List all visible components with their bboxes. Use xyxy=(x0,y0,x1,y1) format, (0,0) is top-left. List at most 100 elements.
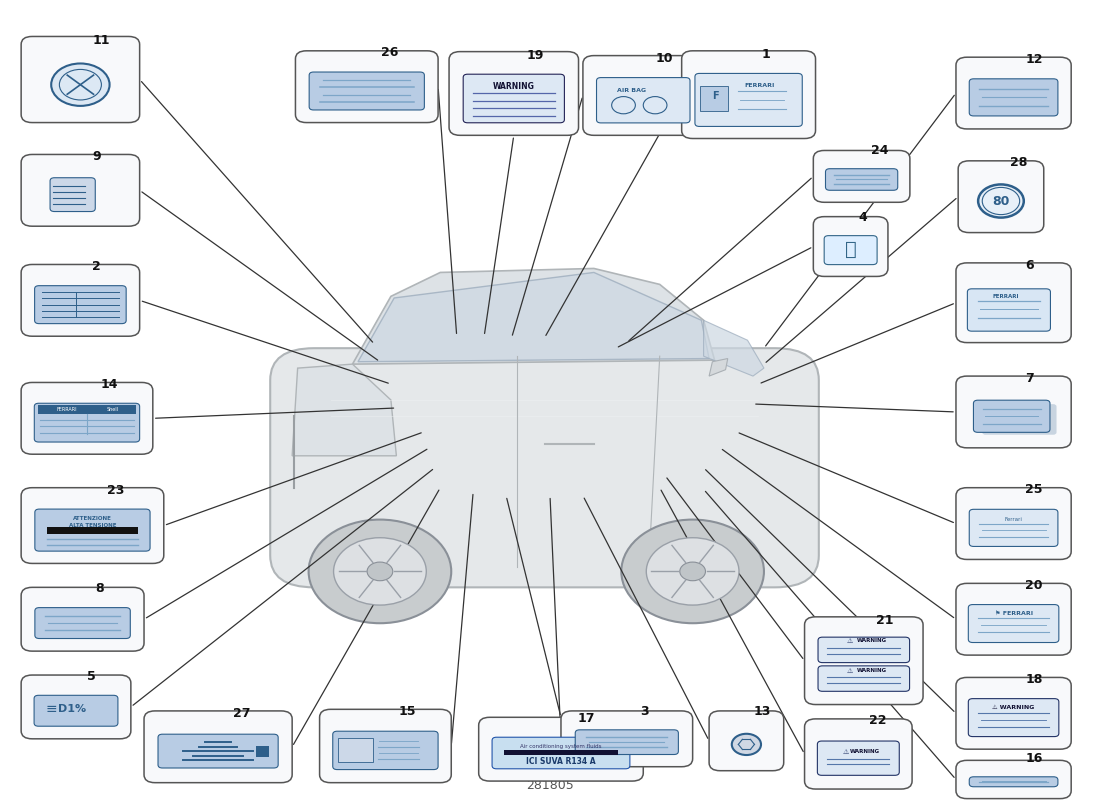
Text: Shell: Shell xyxy=(107,407,119,412)
Circle shape xyxy=(978,185,1024,218)
Text: 22: 22 xyxy=(869,714,887,727)
FancyBboxPatch shape xyxy=(956,760,1071,798)
FancyBboxPatch shape xyxy=(21,37,140,122)
Text: 3: 3 xyxy=(640,705,649,718)
Text: D1%: D1% xyxy=(57,704,86,714)
FancyBboxPatch shape xyxy=(449,52,579,135)
Text: 25: 25 xyxy=(1025,483,1043,496)
FancyBboxPatch shape xyxy=(338,738,373,762)
FancyBboxPatch shape xyxy=(34,286,126,324)
Text: ⚠ WARNING: ⚠ WARNING xyxy=(992,705,1035,710)
FancyBboxPatch shape xyxy=(256,746,268,758)
FancyBboxPatch shape xyxy=(34,695,118,726)
Circle shape xyxy=(309,519,451,623)
Text: 8: 8 xyxy=(95,582,103,595)
FancyBboxPatch shape xyxy=(956,488,1071,559)
Text: ⚠: ⚠ xyxy=(846,638,852,644)
FancyBboxPatch shape xyxy=(583,56,704,135)
Circle shape xyxy=(732,734,761,755)
Text: 17: 17 xyxy=(578,712,595,725)
FancyBboxPatch shape xyxy=(596,78,690,123)
FancyBboxPatch shape xyxy=(51,178,96,211)
FancyBboxPatch shape xyxy=(296,51,438,122)
FancyBboxPatch shape xyxy=(969,79,1058,116)
FancyBboxPatch shape xyxy=(956,583,1071,655)
Text: 11: 11 xyxy=(92,34,110,46)
FancyBboxPatch shape xyxy=(21,382,153,454)
Text: Air conditioning system fluids: Air conditioning system fluids xyxy=(520,745,602,750)
Text: 18: 18 xyxy=(1025,673,1043,686)
FancyBboxPatch shape xyxy=(682,51,815,138)
Text: WARNING: WARNING xyxy=(493,82,535,91)
Text: 7: 7 xyxy=(1025,372,1034,385)
FancyBboxPatch shape xyxy=(967,289,1050,331)
Text: WARNING: WARNING xyxy=(857,668,887,673)
FancyBboxPatch shape xyxy=(813,217,888,277)
FancyBboxPatch shape xyxy=(21,488,164,563)
FancyBboxPatch shape xyxy=(958,161,1044,233)
Polygon shape xyxy=(358,273,710,362)
Text: 15: 15 xyxy=(398,705,416,718)
Text: 5: 5 xyxy=(87,670,96,682)
FancyBboxPatch shape xyxy=(21,675,131,739)
Text: ALTA TENSIONE: ALTA TENSIONE xyxy=(68,523,117,528)
Circle shape xyxy=(367,562,393,581)
Text: 20: 20 xyxy=(1025,579,1043,592)
Circle shape xyxy=(333,538,427,605)
FancyBboxPatch shape xyxy=(968,698,1059,737)
FancyBboxPatch shape xyxy=(309,72,425,110)
Text: AIR BAG: AIR BAG xyxy=(617,88,646,93)
Circle shape xyxy=(59,70,101,100)
Text: 24: 24 xyxy=(871,144,889,157)
Text: 4: 4 xyxy=(858,211,867,224)
Polygon shape xyxy=(352,269,715,364)
Polygon shape xyxy=(704,320,764,376)
FancyBboxPatch shape xyxy=(21,154,140,226)
Text: passionefive since 1095: passionefive since 1095 xyxy=(350,386,750,542)
Text: 16: 16 xyxy=(1025,752,1043,765)
Text: 26: 26 xyxy=(381,46,398,59)
FancyBboxPatch shape xyxy=(701,86,728,111)
Text: 27: 27 xyxy=(233,706,251,719)
FancyBboxPatch shape xyxy=(969,510,1058,546)
FancyBboxPatch shape xyxy=(974,400,1050,432)
Text: ATTENZIONE: ATTENZIONE xyxy=(73,516,112,521)
Text: ⚑ FERRARI: ⚑ FERRARI xyxy=(994,611,1033,616)
Text: 1: 1 xyxy=(762,48,771,62)
FancyBboxPatch shape xyxy=(818,666,910,691)
FancyBboxPatch shape xyxy=(144,711,293,782)
Text: Ferrari: Ferrari xyxy=(1004,517,1023,522)
FancyBboxPatch shape xyxy=(813,150,910,202)
Text: ⚠: ⚠ xyxy=(843,749,848,754)
FancyBboxPatch shape xyxy=(504,750,618,754)
Text: F: F xyxy=(712,91,718,102)
Text: 2: 2 xyxy=(92,260,101,273)
Text: 13: 13 xyxy=(754,705,771,718)
Circle shape xyxy=(680,562,705,581)
FancyBboxPatch shape xyxy=(37,406,136,414)
Text: 21: 21 xyxy=(876,614,893,627)
Text: ⛽: ⛽ xyxy=(845,240,857,259)
FancyBboxPatch shape xyxy=(710,711,783,770)
Text: FERRARI: FERRARI xyxy=(993,294,1020,299)
Polygon shape xyxy=(293,364,396,456)
FancyBboxPatch shape xyxy=(817,741,900,775)
FancyBboxPatch shape xyxy=(21,587,144,651)
Text: 23: 23 xyxy=(107,484,124,497)
FancyBboxPatch shape xyxy=(956,57,1071,129)
Text: 9: 9 xyxy=(92,150,101,163)
Text: WARNING: WARNING xyxy=(857,638,887,643)
FancyBboxPatch shape xyxy=(956,678,1071,749)
FancyBboxPatch shape xyxy=(21,265,140,336)
FancyBboxPatch shape xyxy=(492,738,630,769)
Circle shape xyxy=(621,519,764,623)
FancyBboxPatch shape xyxy=(968,605,1059,642)
FancyBboxPatch shape xyxy=(956,376,1071,448)
Circle shape xyxy=(647,538,739,605)
FancyBboxPatch shape xyxy=(804,719,912,789)
FancyBboxPatch shape xyxy=(478,718,644,781)
FancyBboxPatch shape xyxy=(46,527,139,534)
Text: WARNING: WARNING xyxy=(850,750,880,754)
Text: 80: 80 xyxy=(992,194,1010,207)
FancyBboxPatch shape xyxy=(695,74,802,126)
